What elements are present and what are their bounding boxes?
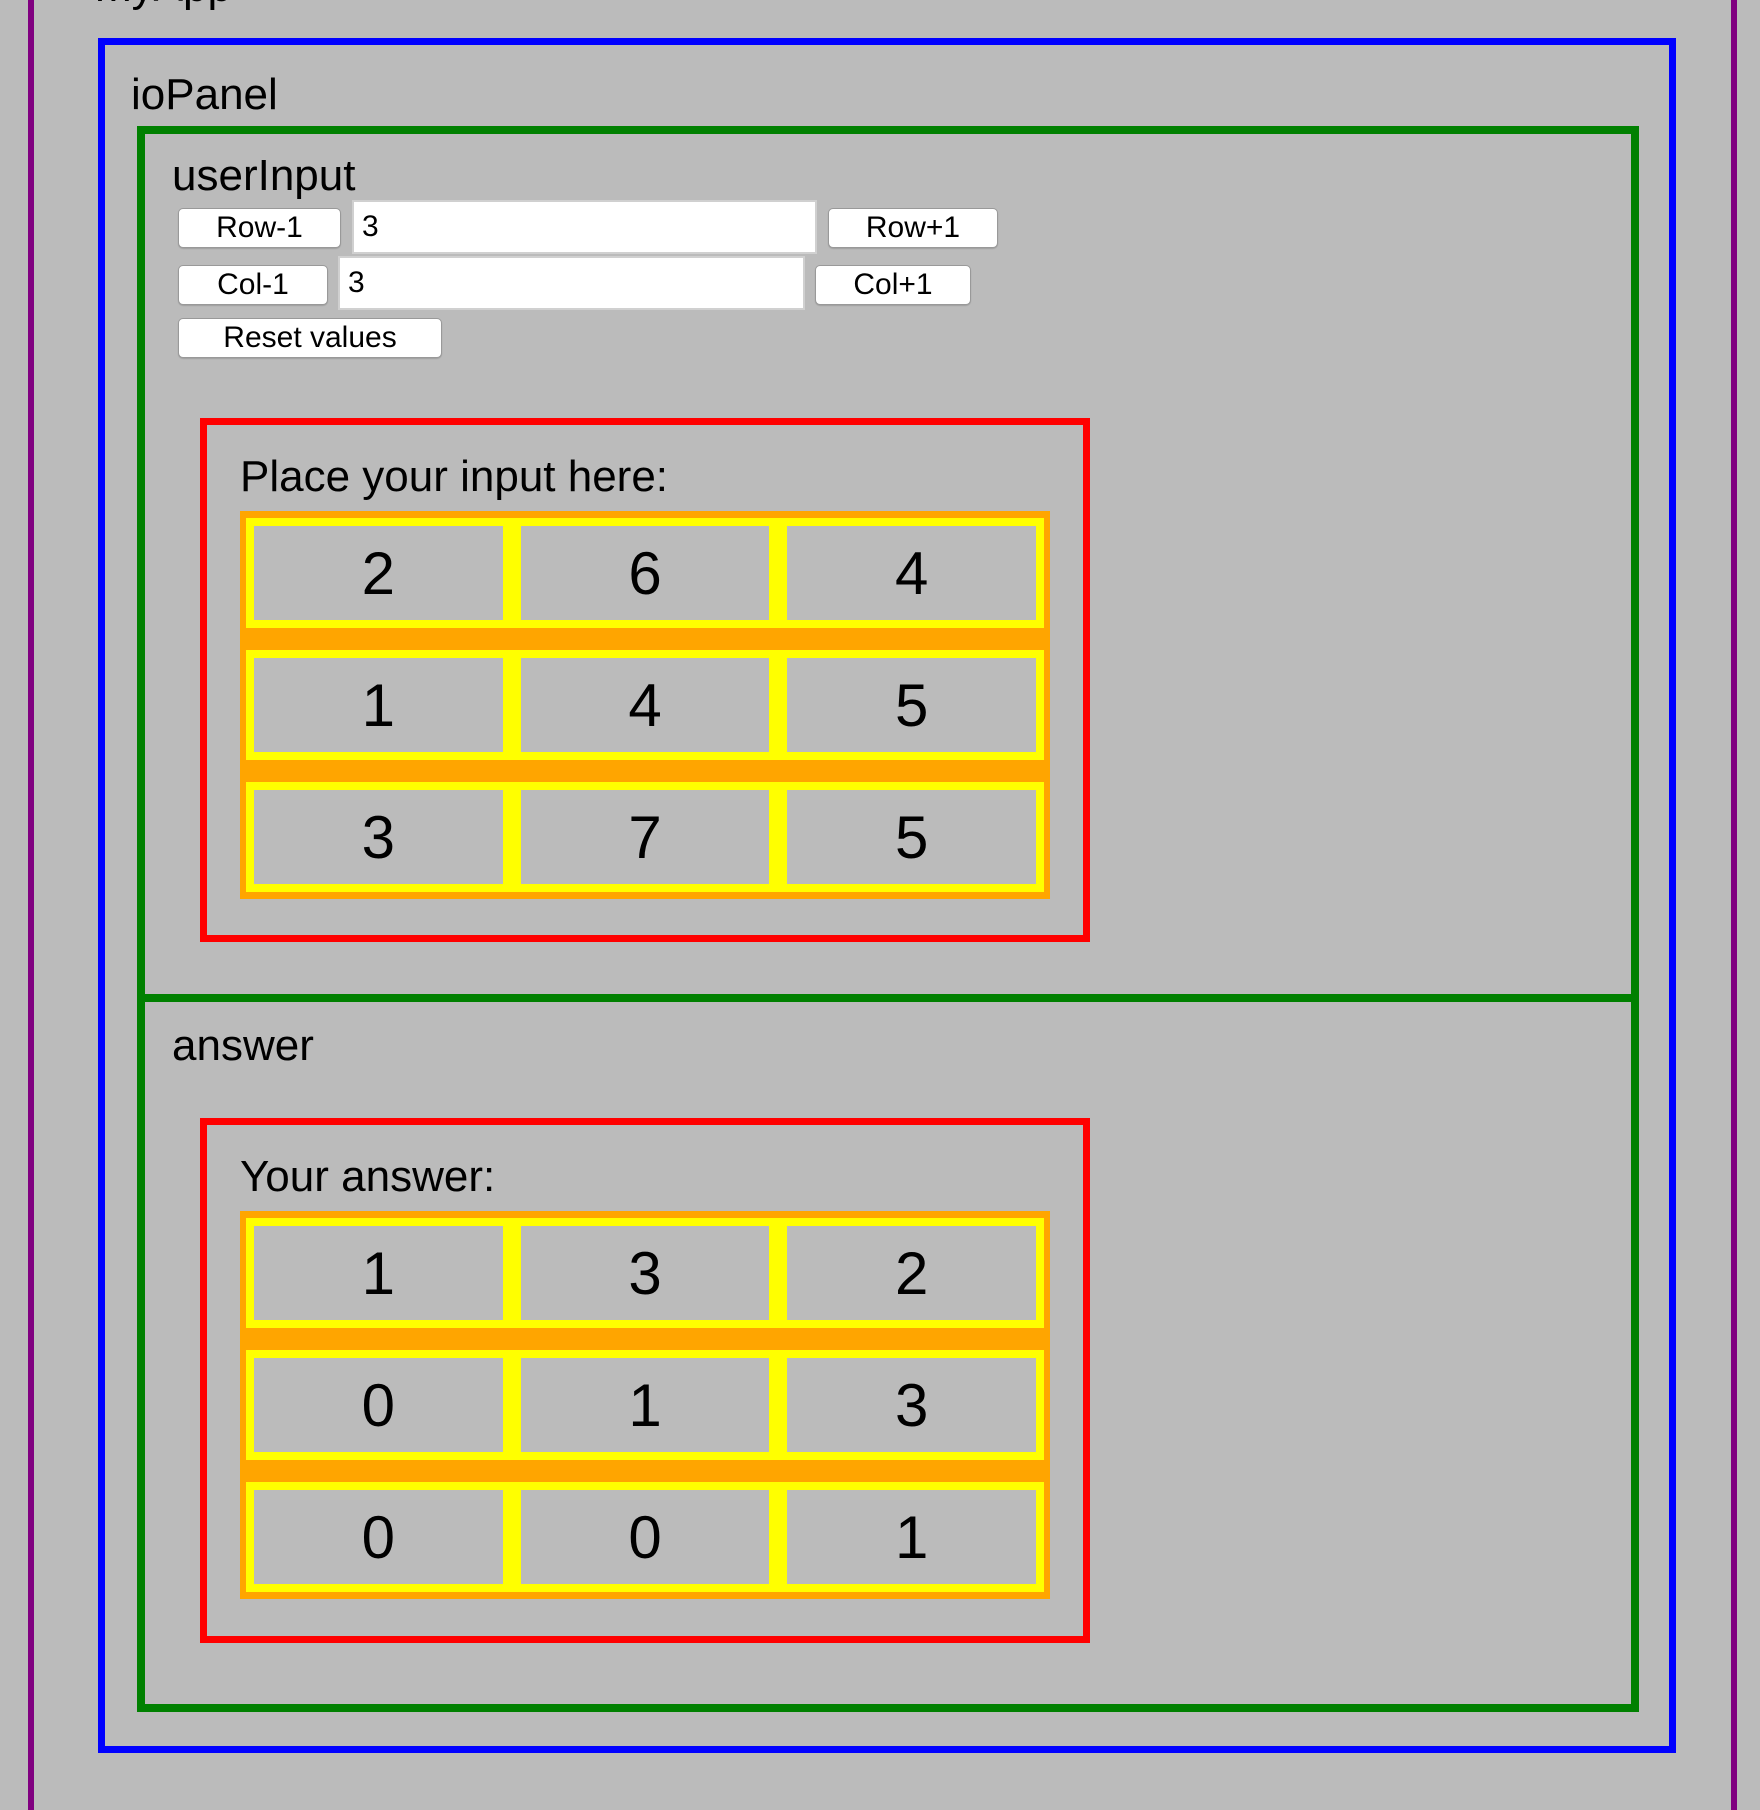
answer-cell: 0 bbox=[254, 1490, 503, 1584]
row-plus-button[interactable]: Row+1 bbox=[828, 208, 998, 248]
input-cell[interactable]: 1 bbox=[254, 658, 503, 752]
app-title: myApp bbox=[95, 0, 232, 12]
answer-grid-box: Your answer: 1 3 2 0 1 3 0 0 1 bbox=[200, 1118, 1090, 1643]
answer-cell: 3 bbox=[520, 1226, 770, 1320]
answer-grid-label: Your answer: bbox=[240, 1152, 496, 1201]
input-grid-label: Place your input here: bbox=[240, 452, 669, 501]
answer-title: answer bbox=[172, 1021, 314, 1070]
answer-cell: 1 bbox=[520, 1358, 770, 1452]
col-count-input[interactable] bbox=[338, 256, 805, 310]
answer-matrix-row: 1 3 2 bbox=[246, 1218, 1044, 1328]
row-count-input[interactable] bbox=[352, 200, 817, 254]
input-cell[interactable]: 5 bbox=[787, 790, 1037, 884]
input-matrix-row: 1 4 5 bbox=[246, 650, 1044, 760]
input-cell[interactable]: 2 bbox=[254, 526, 503, 620]
io-panel-title: ioPanel bbox=[131, 70, 278, 119]
io-panel: ioPanel bbox=[98, 38, 1676, 1753]
input-cell[interactable]: 5 bbox=[787, 658, 1037, 752]
user-input-title: userInput bbox=[172, 151, 356, 200]
answer-matrix: 1 3 2 0 1 3 0 0 1 bbox=[240, 1211, 1050, 1599]
app-frame bbox=[28, 0, 1737, 1810]
answer-matrix-row: 0 1 3 bbox=[246, 1350, 1044, 1460]
answer-section: answer Your answer: 1 3 2 0 1 3 0 0 1 bbox=[137, 994, 1639, 1712]
col-plus-button[interactable]: Col+1 bbox=[815, 265, 971, 305]
answer-cell: 1 bbox=[254, 1226, 503, 1320]
answer-cell: 2 bbox=[787, 1226, 1037, 1320]
user-input-section: userInput Row-1 Row+1 Col-1 Col+1 Reset … bbox=[137, 126, 1639, 1002]
answer-cell: 0 bbox=[520, 1490, 770, 1584]
input-matrix-row: 2 6 4 bbox=[246, 518, 1044, 628]
input-matrix-row: 3 7 5 bbox=[246, 782, 1044, 892]
input-cell[interactable]: 6 bbox=[520, 526, 770, 620]
input-grid-box: Place your input here: 2 6 4 1 4 5 3 7 5 bbox=[200, 418, 1090, 942]
answer-matrix-row: 0 0 1 bbox=[246, 1482, 1044, 1592]
input-cell[interactable]: 7 bbox=[520, 790, 770, 884]
col-minus-button[interactable]: Col-1 bbox=[178, 265, 328, 305]
answer-cell: 3 bbox=[787, 1358, 1037, 1452]
input-cell[interactable]: 4 bbox=[787, 526, 1037, 620]
reset-values-button[interactable]: Reset values bbox=[178, 318, 442, 358]
input-matrix: 2 6 4 1 4 5 3 7 5 bbox=[240, 511, 1050, 899]
input-cell[interactable]: 4 bbox=[520, 658, 770, 752]
answer-cell: 1 bbox=[787, 1490, 1037, 1584]
row-minus-button[interactable]: Row-1 bbox=[178, 208, 341, 248]
answer-cell: 0 bbox=[254, 1358, 503, 1452]
input-cell[interactable]: 3 bbox=[254, 790, 503, 884]
